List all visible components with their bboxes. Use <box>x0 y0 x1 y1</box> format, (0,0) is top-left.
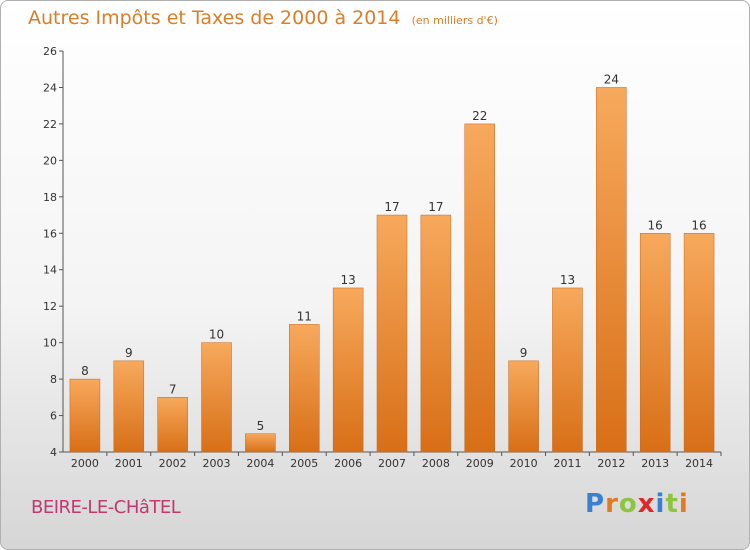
bar <box>596 87 627 453</box>
y-tick-label: 4 <box>50 446 57 459</box>
chart-title: Autres Impôts et Taxes de 2000 à 2014 <box>28 7 401 29</box>
x-tick-label: 2011 <box>553 457 581 470</box>
y-tick-label: 12 <box>43 300 57 313</box>
y-tick-label: 24 <box>43 81 57 94</box>
data-label: 16 <box>691 218 706 232</box>
bar <box>508 360 539 453</box>
y-tick-label: 16 <box>43 227 57 240</box>
x-tick-label: 2010 <box>510 457 538 470</box>
data-label: 17 <box>428 200 443 214</box>
y-tick-label: 10 <box>43 337 57 350</box>
logo-letter: x <box>637 489 656 519</box>
bar <box>639 233 671 453</box>
bar <box>201 342 232 453</box>
y-tick-label: 26 <box>43 45 57 58</box>
logo-letter: r <box>605 489 619 519</box>
x-tick-label: 2014 <box>685 457 713 470</box>
x-tick-label: 2013 <box>641 457 669 470</box>
proxiti-logo: Proxiti <box>585 489 689 519</box>
y-tick-label: 14 <box>43 264 57 277</box>
bar <box>245 433 276 453</box>
y-tick-label: 20 <box>43 154 57 167</box>
data-label: 7 <box>169 382 177 396</box>
data-label: 13 <box>340 273 355 287</box>
data-label: 8 <box>81 364 89 378</box>
x-tick-label: 2002 <box>159 457 187 470</box>
chart-subtitle: (en milliers d'€) <box>411 14 498 27</box>
bar <box>113 360 145 453</box>
x-tick-label: 2000 <box>71 457 99 470</box>
bar <box>376 214 408 453</box>
y-tick-label: 18 <box>43 191 57 204</box>
data-label: 9 <box>520 346 528 360</box>
logo-letter: P <box>585 489 606 519</box>
data-label: 11 <box>297 309 312 323</box>
bar <box>157 397 188 453</box>
x-tick-label: 2003 <box>203 457 231 470</box>
data-label: 22 <box>472 109 487 123</box>
bar <box>289 324 320 453</box>
x-tick-label: 2012 <box>597 457 625 470</box>
data-label: 5 <box>257 419 265 433</box>
x-tick-label: 2001 <box>115 457 143 470</box>
bar <box>552 287 583 453</box>
data-labels: 8 9 7 10 5 11 13 17 17 22 9 13 24 16 16 <box>81 72 707 432</box>
logo-letter: t <box>665 489 679 519</box>
data-label: 24 <box>604 72 619 86</box>
y-tick-label: 8 <box>50 373 57 386</box>
logo-letter: i <box>655 489 666 519</box>
title-block: Autres Impôts et Taxes de 2000 à 2014 (e… <box>28 7 498 29</box>
x-tick-label: 2008 <box>422 457 450 470</box>
x-tick-label: 2006 <box>334 457 362 470</box>
x-tick-label: 2007 <box>378 457 406 470</box>
bar <box>464 123 495 453</box>
x-tick-label: 2004 <box>246 457 274 470</box>
bar <box>69 378 101 453</box>
data-label: 9 <box>125 346 133 360</box>
bars <box>69 87 715 453</box>
logo-letter: i <box>678 489 689 519</box>
data-label: 16 <box>648 218 663 232</box>
city-name: BEIRE-LE-CHâTEL <box>31 497 181 518</box>
data-label: 17 <box>384 200 399 214</box>
logo-letter: o <box>618 489 638 519</box>
bar <box>420 214 452 453</box>
x-tick-label: 2005 <box>290 457 318 470</box>
y-tick-label: 6 <box>50 410 57 423</box>
y-tick-label: 22 <box>43 118 57 131</box>
bar <box>683 233 715 453</box>
bar <box>332 287 364 453</box>
data-label: 10 <box>209 328 224 342</box>
data-label: 13 <box>560 273 575 287</box>
x-tick-label: 2009 <box>466 457 494 470</box>
